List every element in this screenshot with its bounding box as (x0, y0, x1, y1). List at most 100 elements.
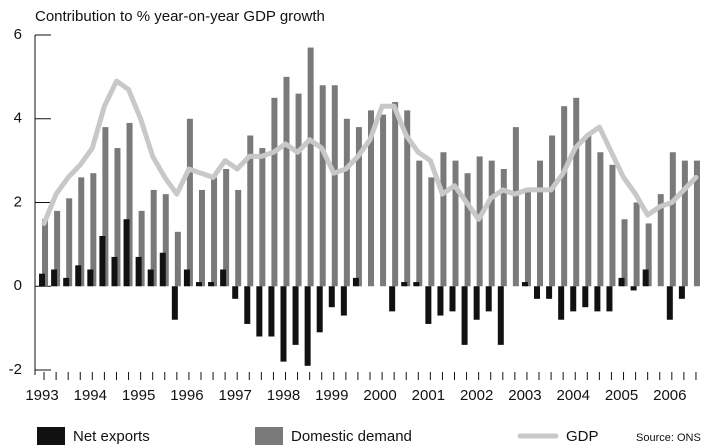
bar (582, 286, 589, 308)
bar (42, 219, 49, 287)
bar (585, 135, 592, 287)
bar (171, 286, 178, 320)
bar (162, 194, 169, 287)
bar (404, 110, 411, 287)
bar (473, 286, 480, 320)
x-tick-label: 2002 (460, 387, 493, 404)
bar (183, 269, 190, 287)
bar (147, 269, 154, 287)
bar (437, 286, 444, 316)
y-tick-label: 2 (14, 193, 22, 210)
x-tick-label: 1995 (122, 387, 155, 404)
bar (488, 160, 495, 287)
bar (307, 47, 314, 287)
x-tick-label: 2005 (605, 387, 638, 404)
bar (223, 169, 230, 287)
bar (244, 286, 251, 324)
bar (220, 269, 227, 287)
bar (558, 286, 565, 320)
legend-label: Domestic demand (291, 428, 412, 445)
bar (150, 189, 157, 287)
x-tick-label: 1996 (170, 387, 203, 404)
bar (340, 286, 347, 316)
bar (295, 93, 302, 287)
x-tick-label: 1997 (219, 387, 252, 404)
x-tick-label: 2006 (653, 387, 686, 404)
bar (66, 198, 73, 287)
bar (645, 223, 652, 287)
x-tick-label: 1999 (315, 387, 348, 404)
bar (630, 286, 637, 291)
bar (256, 286, 263, 337)
bar (247, 135, 254, 287)
bar (135, 256, 142, 287)
bar (392, 102, 399, 287)
bar (352, 277, 359, 287)
bar (534, 286, 541, 299)
x-tick-label: 1993 (25, 387, 58, 404)
bar (401, 282, 408, 287)
x-tick-label: 2001 (412, 387, 445, 404)
bar (280, 286, 287, 362)
x-tick-label: 2003 (508, 387, 541, 404)
bar (75, 265, 82, 287)
bar (461, 286, 468, 345)
bar (618, 277, 625, 287)
bar (561, 106, 568, 287)
bar (195, 282, 202, 287)
bar (425, 286, 432, 324)
bar (102, 127, 109, 287)
bar (211, 177, 218, 287)
bar (316, 286, 323, 333)
bar (235, 189, 242, 287)
bar (678, 286, 685, 299)
bar (606, 286, 613, 312)
y-tick-label: 0 (14, 277, 22, 294)
bar (63, 277, 70, 287)
bar (90, 173, 97, 287)
bar (413, 282, 420, 287)
bar (114, 148, 121, 287)
bar (666, 286, 673, 320)
bar (232, 286, 239, 299)
bar (380, 114, 387, 287)
bar (449, 286, 456, 312)
bar (597, 152, 604, 287)
bar (416, 160, 423, 287)
bar (633, 202, 640, 287)
bar (87, 269, 94, 287)
bar (343, 118, 350, 287)
bar (51, 269, 58, 287)
x-tick-label: 2000 (363, 387, 396, 404)
legend-swatch (37, 427, 65, 445)
bar (464, 173, 471, 287)
bar (174, 231, 181, 287)
y-tick-label: 6 (14, 26, 22, 43)
bar (208, 282, 215, 287)
bar (368, 110, 374, 287)
gdp-line (41, 78, 699, 226)
bar (500, 169, 507, 287)
bar (440, 152, 447, 287)
bar (186, 118, 193, 287)
bar (485, 286, 492, 312)
y-tick-label: 4 (14, 110, 22, 127)
bar (521, 282, 528, 287)
bar (657, 194, 664, 287)
chart-title: Contribution to % year-on-year GDP growt… (35, 8, 325, 25)
bar (693, 160, 700, 287)
legend-label: Net exports (73, 428, 150, 445)
bar (331, 85, 338, 287)
bar (594, 286, 601, 312)
bar (621, 219, 628, 287)
bar (268, 286, 275, 337)
source-note: Source: ONS (636, 432, 701, 444)
bar (319, 85, 326, 287)
bar (428, 177, 435, 287)
x-tick-label: 1998 (267, 387, 300, 404)
bar (570, 286, 577, 312)
legend-swatch (255, 427, 283, 445)
bar (389, 286, 396, 312)
bar (524, 189, 531, 287)
